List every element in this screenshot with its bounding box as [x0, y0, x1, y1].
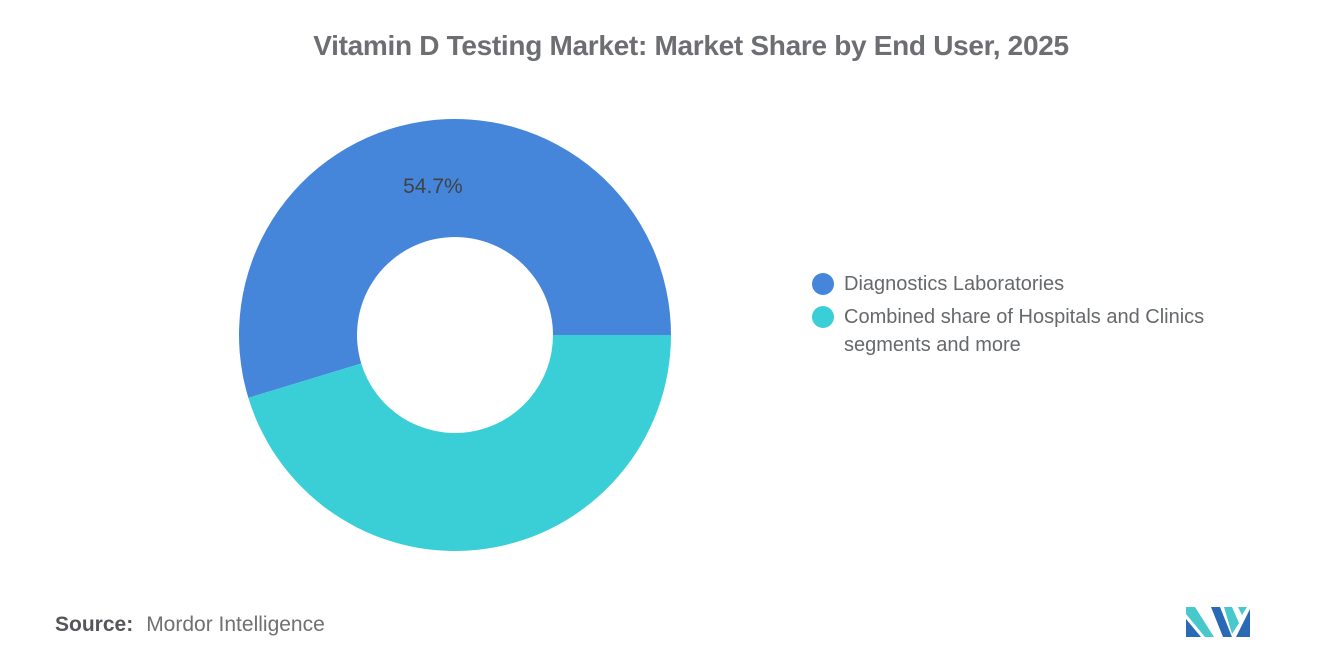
logo-shape — [1186, 607, 1214, 637]
source-row: Source: Mordor Intelligence — [55, 613, 325, 637]
pie-slice-0[interactable] — [238, 118, 671, 398]
donut-chart: 54.7% — [235, 115, 675, 555]
logo-shape — [1211, 607, 1232, 637]
logo-shape — [1186, 619, 1201, 637]
legend-item-diagnostics-laboratories[interactable]: Diagnostics Laboratories — [812, 270, 1262, 298]
legend-marker-diagnostics-laboratories — [812, 273, 834, 295]
slice-data-label: 54.7% — [403, 175, 463, 198]
legend: Diagnostics Laboratories Combined share … — [812, 270, 1262, 364]
source-text: Mordor Intelligence — [146, 613, 325, 636]
pie-slice-1[interactable] — [248, 335, 671, 551]
legend-label: Combined share of Hospitals and Clinics … — [844, 306, 1205, 356]
chart-title: Vitamin D Testing Market: Market Share b… — [313, 30, 1069, 61]
logo-shape — [1238, 607, 1247, 615]
legend-marker-hospitals-clinics — [812, 306, 834, 328]
legend-item-hospitals-clinics[interactable]: Combined share of Hospitals and Clinics … — [812, 303, 1262, 359]
legend-label: Diagnostics Laboratories — [844, 273, 1065, 295]
logo-shape — [1236, 609, 1250, 637]
donut-svg: 54.7% — [238, 118, 671, 551]
logo-shape — [1224, 607, 1239, 634]
mordor-intelligence-logo — [1186, 607, 1250, 637]
source-label: Source: — [55, 613, 134, 636]
